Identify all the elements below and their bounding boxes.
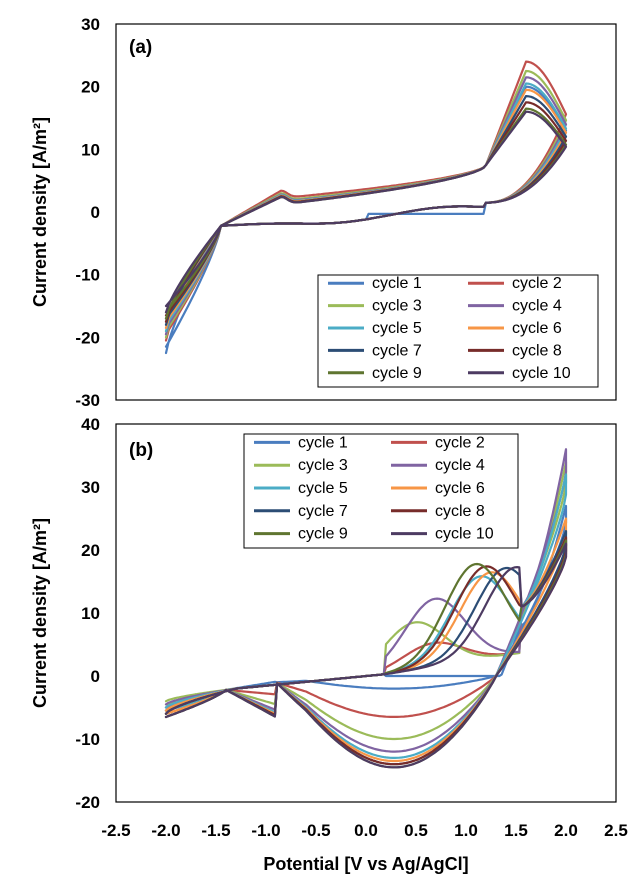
panel-b-legend-entry: cycle 8 — [435, 503, 485, 520]
panel-a-y-tick-label: -30 — [75, 391, 100, 410]
panel-a-legend-entry: cycle 5 — [372, 320, 422, 337]
panel-b-legend-entry: cycle 10 — [435, 526, 494, 543]
x-axis-title: Potential [V vs Ag/AgCl] — [263, 854, 468, 874]
panel-a-y-tick-label: 30 — [81, 15, 100, 34]
panel-a-legend-entry: cycle 2 — [512, 275, 562, 292]
panel-b-y-tick-label: 0 — [91, 667, 100, 686]
panel-a-plot-frame — [115, 23, 617, 401]
panel-a-legend: cycle 1 cycle 2 cycle 3 cycle 4 cycle 5 cycle… — [317, 274, 599, 388]
panel-b-y-tick-labels: 40 30 20 10 0 -10 -20 — [75, 415, 100, 812]
panel-a-y-tick-label: 10 — [81, 140, 100, 159]
panel-b-cycle-6-line — [164, 517, 568, 763]
panel-b-legend-entry: cycle 9 — [298, 526, 348, 543]
panel-b-y-axis-title: Current density [A/m²] — [30, 518, 50, 708]
panel-b-y-tick-label: 20 — [81, 541, 100, 560]
x-tick-label: 0.5 — [404, 821, 428, 840]
x-tick-label: 2.0 — [554, 821, 578, 840]
panel-b-legend-box — [243, 433, 519, 549]
panel-a-legend-entry: cycle 8 — [512, 342, 562, 359]
x-tick-label: 1.5 — [504, 821, 528, 840]
panel-a-curves — [164, 60, 568, 355]
panel-a-y-tick-label: 0 — [91, 203, 100, 222]
panel-b-legend-entry: cycle 1 — [298, 434, 348, 451]
panel-a-legend-entry: cycle 7 — [372, 342, 422, 359]
panel-b-cycle-10-line — [164, 542, 568, 769]
panel-a-y-tick-labels: 30 20 10 0 -10 -20 -30 — [75, 15, 100, 410]
panel-a-legend-entry: cycle 6 — [512, 320, 562, 337]
panel-b-y-tick-label: -20 — [75, 793, 100, 812]
panel-b-legend-entry: cycle 4 — [435, 457, 485, 474]
panel-b-label: (b) — [129, 440, 153, 461]
panel-b-y-tick-label: 40 — [81, 415, 100, 434]
panel-a-label: (a) — [129, 37, 152, 58]
panel-b-y-tick-label: 10 — [81, 604, 100, 623]
panel-b-curves — [164, 448, 568, 769]
panel-b-legend: cycle 1 cycle 2 cycle 3 cycle 4 cycle 5 cycle… — [243, 433, 519, 549]
panel-b-legend-entry: cycle 7 — [298, 503, 348, 520]
x-tick-label: 0.0 — [354, 821, 378, 840]
panel-a-legend-box — [317, 274, 599, 388]
panel-b-y-tick-label: 30 — [81, 478, 100, 497]
panel-a-legend-entry: cycle 3 — [372, 298, 422, 315]
panel-a-legend-entry: cycle 9 — [372, 365, 422, 382]
panel-a-legend-entry: cycle 10 — [512, 365, 571, 382]
panel-b-y-tick-label: -10 — [75, 730, 100, 749]
panel-b-legend-entry: cycle 3 — [298, 457, 348, 474]
panel-b-legend-entry: cycle 2 — [435, 434, 485, 451]
panel-b-legend-entry: cycle 6 — [435, 480, 485, 497]
panel-a-y-tick-label: -10 — [75, 266, 100, 285]
panel-b-legend-entry: cycle 5 — [298, 480, 348, 497]
x-tick-label: -1.5 — [201, 821, 230, 840]
x-tick-labels: -2.5 -2.0 -1.5 -1.0 -0.5 0.0 0.5 1.0 1.5 2.0 2.5 — [101, 821, 627, 840]
panel-a-y-axis-title: Current density [A/m²] — [30, 117, 50, 307]
panel-a-y-tick-label: 20 — [81, 78, 100, 97]
x-tick-label: 1.0 — [454, 821, 478, 840]
panel-b-plot-frame — [115, 423, 617, 803]
x-tick-label: -1.0 — [251, 821, 280, 840]
panel-a-legend-entry: cycle 1 — [372, 275, 422, 292]
x-tick-label: -2.5 — [101, 821, 130, 840]
panel-a-y-tick-label: -20 — [75, 328, 100, 347]
panel-a-cycle-10-line — [164, 110, 568, 314]
x-tick-label: -0.5 — [301, 821, 330, 840]
x-tick-label: -2.0 — [151, 821, 180, 840]
panel-b-cycle-7-line — [164, 530, 568, 766]
panel-b: (b) 40 30 20 10 0 -10 -20 Current density [A/m… — [30, 415, 617, 812]
panel-a: (a) 30 20 10 0 -10 -20 -30 Current density [A/… — [30, 15, 617, 410]
panel-a-legend-entry: cycle 4 — [512, 298, 562, 315]
x-tick-label: 2.5 — [604, 821, 628, 840]
